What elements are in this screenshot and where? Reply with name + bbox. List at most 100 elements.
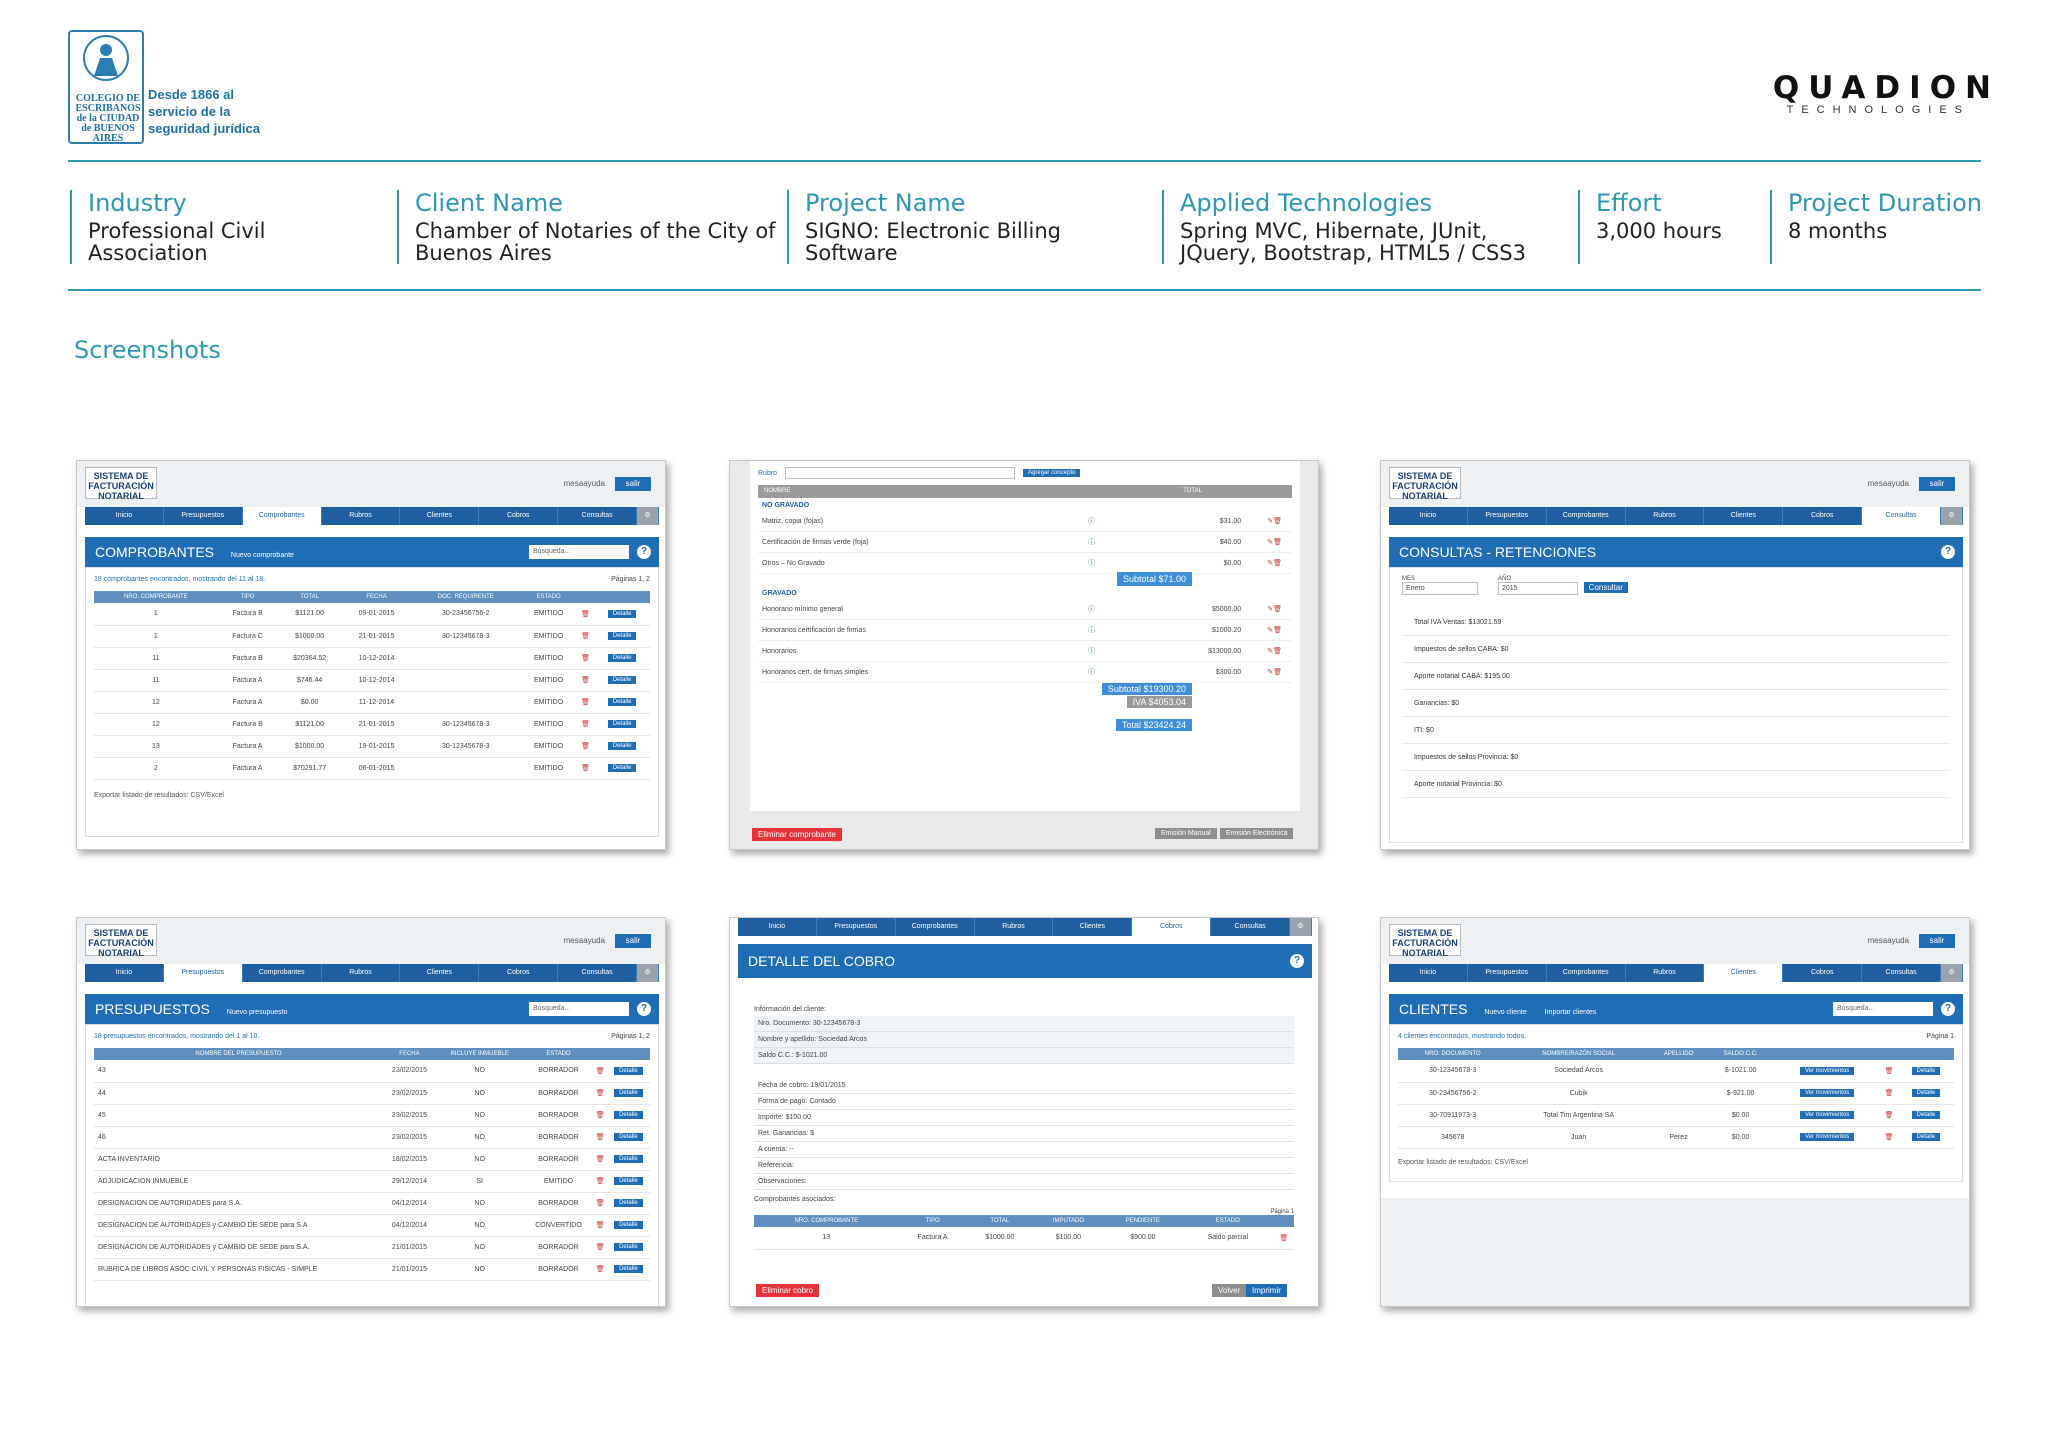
trash-icon[interactable]: 🗑 (576, 757, 595, 780)
detail-button[interactable]: Detalle (614, 1199, 643, 1207)
gear-icon[interactable]: ⚙ (637, 964, 660, 982)
info-icon[interactable]: ⓘ (1088, 560, 1096, 567)
movements-button[interactable]: Ver movimientos (1799, 1133, 1855, 1141)
back-button[interactable]: Volver (1212, 1284, 1247, 1297)
pagination[interactable]: Páginas 1, 2 (611, 1033, 650, 1040)
trash-icon[interactable]: 🗑 (1880, 1060, 1898, 1083)
logout-button[interactable]: salir (615, 934, 651, 948)
tab-presupuestos[interactable]: Presupuestos (1468, 964, 1547, 982)
help-icon[interactable]: ? (637, 1002, 651, 1016)
search-input[interactable]: Búsqueda... (1833, 1002, 1933, 1016)
movements-button[interactable]: Ver movimientos (1799, 1111, 1855, 1119)
tab-comprobantes[interactable]: Comprobantes (1547, 964, 1626, 982)
tab-clientes[interactable]: Clientes (1704, 964, 1784, 982)
edit-delete-icons[interactable]: ✎🗑 (1267, 627, 1282, 634)
tab-consultas[interactable]: Consultas (1862, 507, 1942, 525)
trash-icon[interactable]: 🗑 (576, 713, 595, 736)
search-input[interactable]: Búsqueda... (529, 545, 629, 559)
trash-icon[interactable]: 🗑 (1880, 1104, 1898, 1127)
new-presupuesto-button[interactable]: Nuevo presupuesto (221, 997, 293, 1029)
trash-icon[interactable]: 🗑 (576, 669, 595, 692)
help-icon[interactable]: ? (1941, 545, 1955, 559)
trash-icon[interactable]: 🗑 (1880, 1082, 1898, 1105)
detail-button[interactable]: Detalle (614, 1133, 643, 1141)
detail-button[interactable]: Detalle (607, 609, 637, 618)
tab-consultas[interactable]: Consultas (558, 964, 638, 982)
gear-icon[interactable]: ⚙ (1941, 964, 1964, 982)
trash-icon[interactable]: 🗑 (593, 1060, 607, 1083)
tab-clientes[interactable]: Clientes (400, 507, 480, 525)
info-icon[interactable]: ⓘ (1088, 669, 1096, 676)
tab-cobros[interactable]: Cobros (479, 507, 559, 525)
detail-button[interactable]: Detalle (1911, 1066, 1941, 1075)
tab-cobros[interactable]: Cobros (1783, 964, 1863, 982)
new-client-button[interactable]: Nuevo cliente (1479, 997, 1532, 1029)
new-comprobante-button[interactable]: Nuevo comprobante (225, 540, 299, 572)
info-icon[interactable]: ⓘ (1088, 518, 1096, 525)
export-link[interactable]: Exportar listado de resultados: CSV/Exce… (94, 791, 224, 799)
tab-presupuestos[interactable]: Presupuestos (163, 964, 243, 982)
detail-button[interactable]: Detalle (607, 676, 637, 684)
trash-icon[interactable]: 🗑 (593, 1082, 607, 1105)
detail-button[interactable]: Detalle (607, 764, 637, 772)
tab-presupuestos[interactable]: Presupuestos (1468, 507, 1547, 525)
trash-icon[interactable]: 🗑 (576, 735, 595, 758)
info-icon[interactable]: ⓘ (1088, 627, 1096, 634)
trash-icon[interactable]: 🗑 (593, 1104, 607, 1127)
tab-rubros[interactable]: Rubros (322, 507, 401, 525)
consultar-button[interactable]: Consultar (1583, 582, 1628, 593)
detail-button[interactable]: Detalle (614, 1066, 643, 1075)
logout-button[interactable]: salir (615, 477, 651, 491)
detail-button[interactable]: Detalle (614, 1089, 643, 1097)
gear-icon[interactable]: ⚙ (1290, 918, 1313, 936)
tab-rubros[interactable]: Rubros (1626, 507, 1705, 525)
tab-cobros[interactable]: Cobros (1783, 507, 1863, 525)
tab-comprobantes[interactable]: Comprobantes (243, 964, 322, 982)
tab-consultas[interactable]: Consultas (558, 507, 638, 525)
detail-button[interactable]: Detalle (614, 1155, 643, 1163)
logout-button[interactable]: salir (1919, 477, 1955, 491)
movements-button[interactable]: Ver movimientos (1799, 1089, 1855, 1097)
detail-button[interactable]: Detalle (614, 1177, 643, 1185)
trash-icon[interactable]: 🗑 (593, 1258, 607, 1281)
logout-button[interactable]: salir (1919, 934, 1955, 948)
tab-inicio[interactable]: Inicio (738, 918, 817, 936)
tab-presupuestos[interactable]: Presupuestos (164, 507, 243, 525)
tab-inicio[interactable]: Inicio (1389, 507, 1468, 525)
edit-delete-icons[interactable]: ✎🗑 (1267, 560, 1282, 567)
info-icon[interactable]: ⓘ (1088, 606, 1096, 613)
tab-rubros[interactable]: Rubros (322, 964, 401, 982)
tab-comprobantes[interactable]: Comprobantes (242, 507, 322, 525)
search-input[interactable]: Búsqueda... (529, 1002, 629, 1016)
trash-icon[interactable]: 🗑 (1273, 1227, 1294, 1250)
detail-button[interactable]: Detalle (614, 1265, 643, 1273)
help-icon[interactable]: ? (1941, 1002, 1955, 1016)
electronic-emission-button[interactable]: Emisión Electrónica (1220, 828, 1294, 839)
detail-button[interactable]: Detalle (607, 698, 637, 706)
rubro-select[interactable] (785, 467, 1016, 479)
tab-cobros[interactable]: Cobros (1132, 918, 1212, 936)
detail-button[interactable]: Detalle (614, 1111, 643, 1119)
month-select[interactable]: Enero (1402, 582, 1478, 595)
tab-rubros[interactable]: Rubros (1626, 964, 1705, 982)
edit-delete-icons[interactable]: ✎🗑 (1267, 606, 1282, 613)
trash-icon[interactable]: 🗑 (593, 1170, 607, 1193)
info-icon[interactable]: ⓘ (1088, 648, 1096, 655)
tab-presupuestos[interactable]: Presupuestos (817, 918, 896, 936)
tab-clientes[interactable]: Clientes (400, 964, 480, 982)
detail-button[interactable]: Detalle (614, 1243, 643, 1251)
detail-button[interactable]: Detalle (607, 720, 637, 728)
detail-button[interactable]: Detalle (1911, 1089, 1941, 1097)
trash-icon[interactable]: 🗑 (593, 1236, 607, 1259)
tab-rubros[interactable]: Rubros (975, 918, 1054, 936)
edit-delete-icons[interactable]: ✎🗑 (1267, 539, 1282, 546)
trash-icon[interactable]: 🗑 (576, 603, 595, 626)
detail-button[interactable]: Detalle (607, 632, 637, 640)
info-icon[interactable]: ⓘ (1088, 539, 1096, 546)
edit-delete-icons[interactable]: ✎🗑 (1267, 518, 1282, 525)
tab-clientes[interactable]: Clientes (1053, 918, 1133, 936)
detail-button[interactable]: Detalle (1911, 1111, 1941, 1119)
edit-delete-icons[interactable]: ✎🗑 (1267, 669, 1282, 676)
trash-icon[interactable]: 🗑 (576, 647, 595, 670)
trash-icon[interactable]: 🗑 (593, 1148, 607, 1171)
